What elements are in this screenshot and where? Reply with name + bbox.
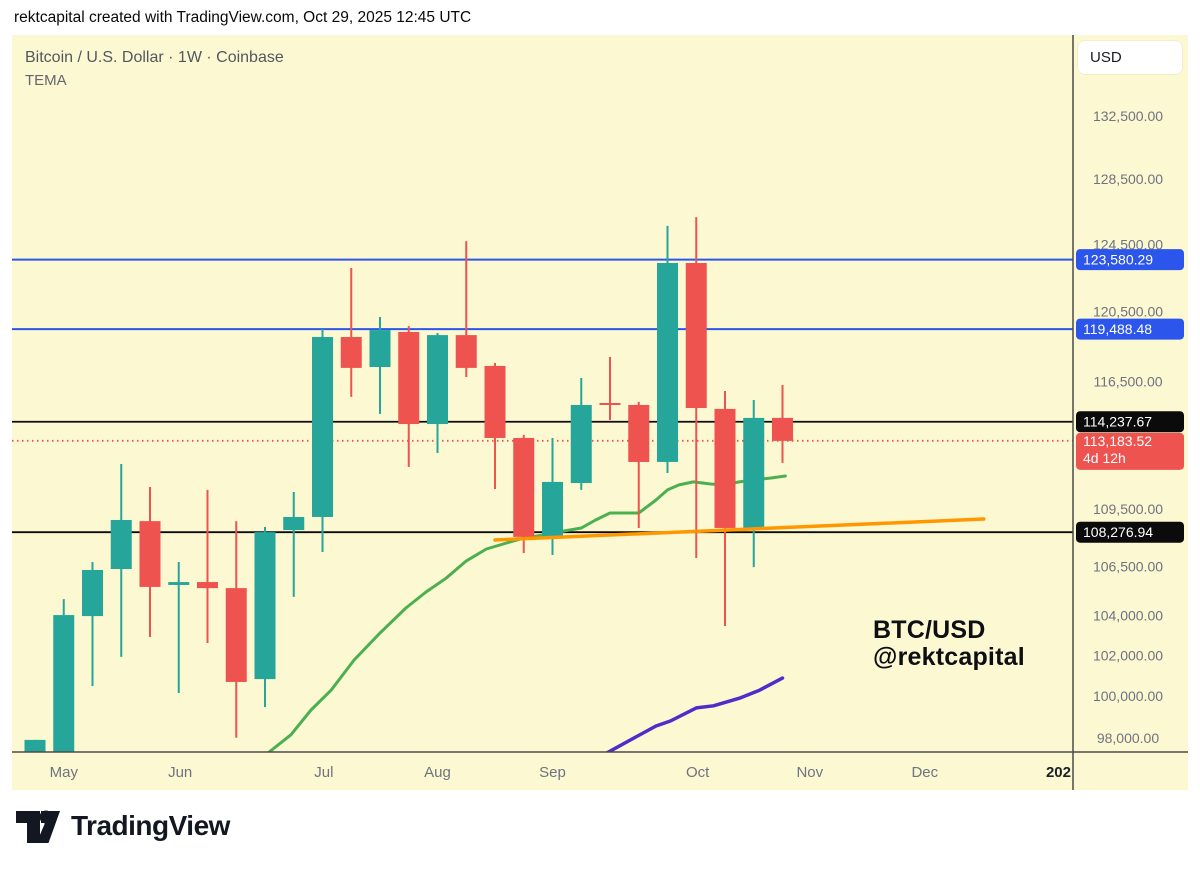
svg-text:4d 12h: 4d 12h (1083, 450, 1126, 466)
candle-body (312, 337, 333, 517)
candles (24, 217, 793, 752)
symbol-title: Bitcoin / U.S. Dollar · 1W · Coinbase (25, 49, 284, 66)
time-axis-month-label: Oct (686, 764, 710, 781)
candle-body (599, 402, 621, 405)
watermark-handle: @rektcapital (873, 643, 1025, 671)
time-axis-month-label: Aug (424, 764, 451, 781)
time-axis-month-label: May (50, 764, 79, 781)
candle-body (542, 481, 563, 537)
candle-body (340, 337, 362, 368)
candle-body (398, 331, 420, 425)
trendline[interactable] (493, 517, 986, 542)
tradingview-logo: TradingView (15, 807, 230, 845)
candle-body (772, 417, 793, 441)
tradingview-logo-text: TradingView (71, 810, 230, 841)
indicator-label: TEMA (25, 72, 67, 89)
chart-header: Bitcoin / U.S. Dollar · 1W · Coinbase TE… (25, 49, 284, 89)
price-tick-label: 132,500.00 (1093, 108, 1163, 124)
candle-body (168, 582, 190, 585)
currency-toggle-button[interactable]: USD (1078, 41, 1182, 74)
time-axis-year-label: 202 (1046, 764, 1071, 781)
candle-body (139, 521, 161, 587)
price-tick-label: 98,000.00 (1097, 730, 1159, 746)
candle-body (685, 263, 707, 409)
price-badge-blue: 119,488.48 (1076, 318, 1184, 340)
candle-body (657, 263, 678, 462)
candle-body (53, 615, 75, 752)
price-badge-black: 108,276.94 (1076, 521, 1184, 543)
candle-body (369, 330, 391, 368)
attribution-bar: rektcapital created with TradingView.com… (0, 0, 1200, 35)
chart-background (12, 35, 1188, 790)
candle-body (484, 365, 506, 438)
footer-bar: TradingView (0, 790, 1200, 869)
price-tick-label: 100,000.00 (1093, 688, 1163, 704)
tradingview-logo-icon (16, 810, 60, 843)
price-tick-label: 128,500.00 (1093, 171, 1163, 187)
price-axis[interactable]: 132,500.00 128,500.00 124,500.00 120,500.00… (1076, 108, 1184, 746)
candle-body (82, 569, 103, 617)
svg-text:113,183.52: 113,183.52 (1083, 433, 1152, 449)
time-axis[interactable]: May Jun Jul Aug Sep Oct Nov Dec 202 (50, 764, 1071, 781)
candle-body (110, 519, 132, 570)
candle-body (427, 335, 448, 425)
chart-canvas[interactable]: 132,500.00 128,500.00 124,500.00 120,500.00… (0, 35, 1200, 790)
candle-body (513, 437, 535, 537)
watermark-symbol: BTC/USD (873, 616, 986, 644)
candle-body (628, 404, 650, 462)
candle-body (570, 404, 592, 484)
price-tick-label: 102,000.00 (1093, 647, 1163, 663)
price-tick-label: 120,500.00 (1093, 304, 1163, 320)
price-tick-label: 116,500.00 (1093, 373, 1162, 389)
time-axis-month-label: Jun (168, 764, 192, 781)
svg-text:119,488.48: 119,488.48 (1083, 321, 1152, 337)
candle-body (254, 532, 276, 680)
candle-body (225, 588, 247, 682)
attribution-text: rektcapital created with TradingView.com… (14, 9, 472, 26)
svg-text:123,580.29: 123,580.29 (1083, 252, 1153, 268)
svg-text:114,237.67: 114,237.67 (1083, 414, 1152, 430)
candle-body (24, 739, 46, 752)
candle-body (197, 582, 218, 589)
watermark: BTC/USD @rektcapital (873, 617, 1025, 671)
candle-body (714, 408, 736, 528)
price-tick-label: 109,500.00 (1093, 501, 1163, 517)
price-tick-label: 106,500.00 (1093, 558, 1163, 574)
time-axis-month-label: Sep (539, 764, 566, 781)
time-axis-month-label: Dec (911, 764, 938, 781)
svg-text:108,276.94: 108,276.94 (1083, 524, 1153, 540)
price-badge-blue: 123,580.29 (1076, 249, 1184, 271)
price-level-lines (12, 258, 1073, 534)
candle-body (283, 516, 305, 531)
time-axis-month-label: Nov (796, 764, 823, 781)
price-badge-black: 114,237.67 (1076, 411, 1184, 433)
indicator-lines (266, 474, 787, 752)
price-tick-label: 104,000.00 (1093, 607, 1163, 623)
tema-line (266, 474, 787, 752)
price-tick-label: 124,500.00 (1093, 236, 1163, 252)
candle-body (455, 335, 477, 368)
currency-label: USD (1090, 49, 1122, 66)
candle-body (743, 417, 765, 528)
time-axis-month-label: Jul (314, 764, 333, 781)
purple-ma-line (605, 676, 785, 752)
